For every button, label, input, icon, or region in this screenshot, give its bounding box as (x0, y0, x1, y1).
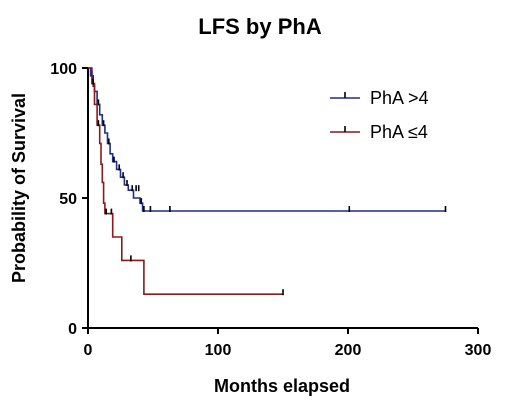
series-line-pha-le4 (88, 67, 283, 295)
y-tick-label: 100 (50, 61, 77, 78)
chart-title: LFS by PhA (198, 14, 322, 39)
y-tick-label: 0 (68, 321, 77, 338)
y-tick-label: 50 (59, 191, 77, 208)
x-axis-label: Months elapsed (214, 376, 350, 396)
legend-label-pha-gt4: PhA >4 (370, 88, 429, 108)
x-tick-label: 200 (335, 342, 362, 359)
x-tick-label: 0 (84, 342, 93, 359)
y-axis-label: Probability of Survival (9, 93, 29, 283)
x-tick-label: 100 (205, 342, 232, 359)
x-tick-label: 300 (465, 342, 492, 359)
legend-label-pha-le4: PhA ≤4 (370, 122, 428, 142)
